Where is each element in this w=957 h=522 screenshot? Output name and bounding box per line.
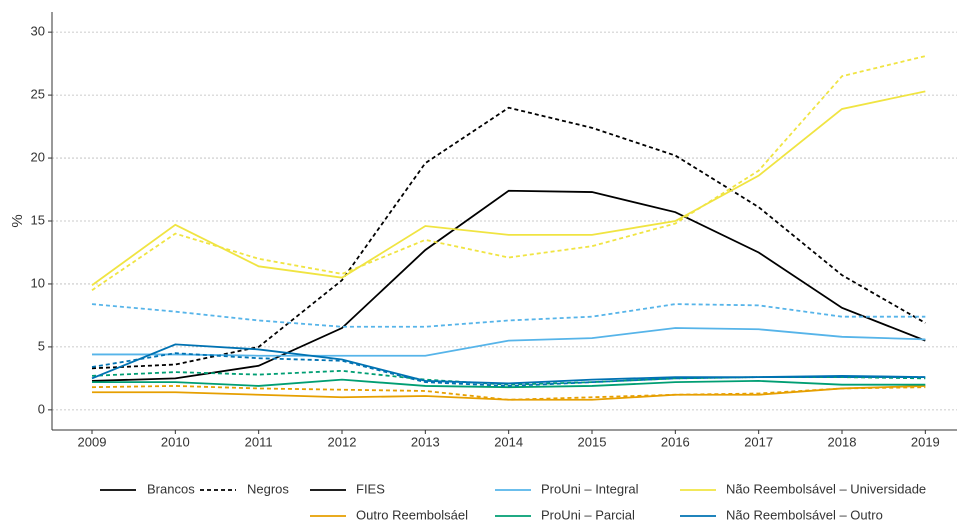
y-tick-label: 5 (38, 338, 45, 353)
y-tick-label: 30 (31, 24, 45, 39)
series-line (92, 378, 926, 389)
y-axis-label: % (9, 214, 26, 227)
y-tick-label: 20 (31, 149, 45, 164)
y-tick-label: 25 (31, 87, 45, 102)
legend-label: Outro Reembolsáel (356, 507, 468, 522)
x-tick-label: 2013 (411, 434, 440, 449)
legend-label: Não Reembolsável – Outro (726, 507, 883, 522)
series-line (91, 352, 926, 387)
x-tick-label: 2016 (661, 434, 690, 449)
x-tick-label: 2011 (245, 434, 273, 449)
legend-label: ProUni – Integral (541, 481, 639, 496)
y-tick-label: 15 (31, 212, 45, 227)
series-line (91, 106, 926, 370)
series-line (91, 55, 926, 291)
legend-label: FIES (356, 481, 385, 496)
x-tick-label: 2014 (494, 434, 523, 449)
series-line (91, 385, 926, 401)
series-line (91, 343, 926, 385)
x-tick-label: 2015 (578, 434, 607, 449)
x-tick-label: 2019 (911, 434, 940, 449)
legend-label: Negros (247, 481, 289, 496)
series-line (91, 189, 926, 382)
x-tick-label: 2017 (744, 434, 773, 449)
x-tick-label: 2018 (828, 434, 857, 449)
legend-label: Não Reembolsável – Universidade (726, 481, 926, 496)
y-tick-label: 0 (38, 401, 45, 416)
x-tick-label: 2009 (78, 434, 107, 449)
series-line (91, 90, 926, 286)
legend-label: ProUni – Parcial (541, 507, 635, 522)
legend-label: Brancos (147, 481, 195, 496)
x-tick-label: 2010 (161, 434, 190, 449)
x-tick-label: 2012 (328, 434, 357, 449)
series-line (91, 303, 926, 328)
series-line (92, 327, 926, 357)
y-tick-label: 10 (31, 275, 45, 290)
